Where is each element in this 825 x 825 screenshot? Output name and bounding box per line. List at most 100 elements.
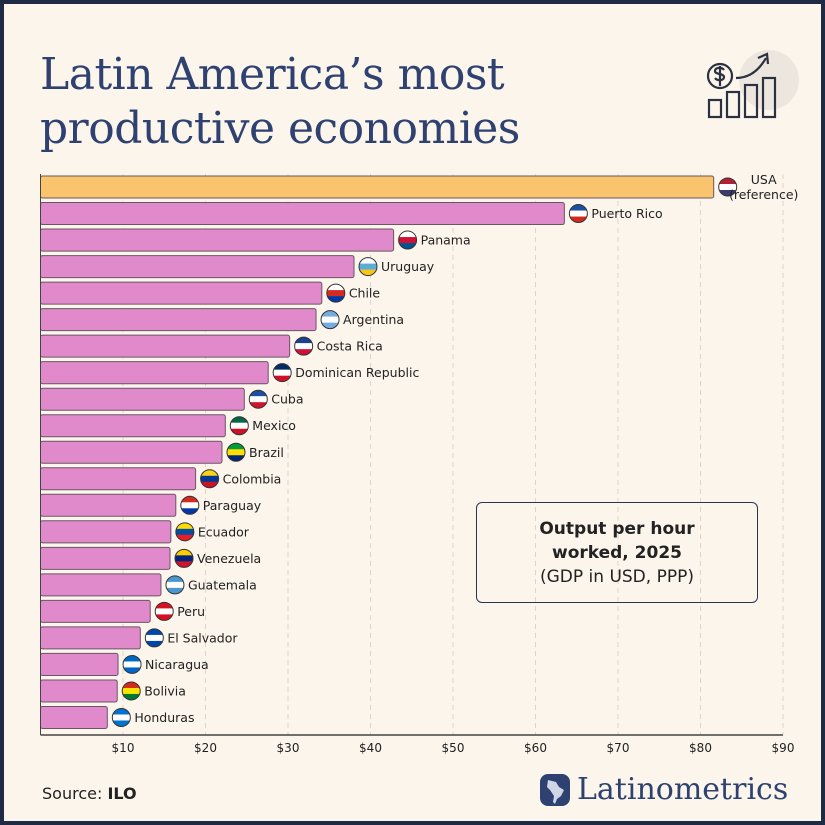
flag-outline bbox=[165, 575, 185, 595]
source-note: Source: ILO bbox=[42, 784, 137, 803]
country-label: Chile bbox=[349, 286, 381, 301]
bar bbox=[40, 679, 118, 703]
bar bbox=[40, 599, 151, 623]
country-label: Panama bbox=[421, 233, 471, 248]
flag-outline bbox=[111, 707, 131, 727]
flag-icon bbox=[326, 284, 345, 303]
x-tick-label: $10 bbox=[112, 741, 135, 755]
flag-outline bbox=[121, 681, 141, 701]
flag-outline bbox=[154, 601, 174, 621]
flag-outline bbox=[718, 177, 738, 197]
country-label: Guatemala bbox=[188, 577, 257, 592]
flag-outline bbox=[200, 469, 220, 489]
country-label: Costa Rica bbox=[317, 339, 383, 354]
flag-icon bbox=[112, 708, 131, 727]
flag-icon bbox=[122, 681, 141, 700]
flag-outline bbox=[180, 495, 200, 515]
bar-chart: $10 $20 $30 $40 $50 $60 $70 $80 $90 USA (reference… bbox=[40, 172, 798, 755]
flag-icon bbox=[123, 655, 142, 674]
flag-icon bbox=[145, 628, 164, 647]
flag-outline bbox=[174, 548, 194, 568]
country-label: El Salvador bbox=[167, 630, 238, 645]
country-label: Cuba bbox=[271, 392, 303, 407]
infographic: Latin America’s most productive economies… bbox=[4, 4, 821, 821]
flag-icon bbox=[569, 204, 588, 223]
bar bbox=[40, 652, 119, 676]
flag-icon bbox=[359, 257, 377, 276]
flag-icon bbox=[165, 575, 184, 594]
flag-outline bbox=[144, 628, 164, 648]
brand-name: Latinometrics bbox=[577, 772, 789, 807]
x-tick-label: $70 bbox=[607, 741, 630, 755]
bar bbox=[40, 493, 177, 517]
flag-outline bbox=[294, 336, 314, 356]
country-label: Brazil bbox=[249, 445, 284, 460]
flag-icon bbox=[180, 496, 199, 515]
flag-icon bbox=[294, 337, 313, 356]
country-label: Colombia bbox=[223, 471, 282, 486]
flag-icon bbox=[175, 549, 194, 568]
country-label: Bolivia bbox=[144, 683, 186, 698]
bar bbox=[40, 228, 395, 252]
bar bbox=[40, 520, 172, 544]
flag-outline bbox=[122, 654, 142, 674]
country-label: Ecuador bbox=[198, 524, 250, 539]
bar bbox=[40, 334, 291, 358]
x-tick-label: $50 bbox=[442, 741, 465, 755]
flag-outline bbox=[398, 230, 418, 250]
flag-outline bbox=[229, 416, 249, 436]
bar bbox=[40, 175, 715, 199]
flag-icon bbox=[249, 390, 268, 409]
flag-icon bbox=[718, 178, 737, 197]
x-tick-label: $80 bbox=[689, 741, 712, 755]
flag-icon bbox=[227, 443, 245, 462]
country-label: Paraguay bbox=[203, 498, 262, 513]
x-tick-label: $40 bbox=[359, 741, 382, 755]
bar bbox=[40, 414, 226, 438]
latin-america-map-icon bbox=[540, 773, 570, 806]
country-label: Nicaragua bbox=[145, 657, 209, 672]
bar bbox=[40, 361, 269, 385]
flag-icon bbox=[273, 363, 292, 382]
bar bbox=[40, 467, 197, 491]
flag-outline bbox=[326, 283, 346, 303]
country-label: Uruguay bbox=[381, 259, 435, 274]
flag-icon bbox=[321, 310, 340, 329]
bar bbox=[40, 308, 317, 332]
flag-icon bbox=[175, 522, 194, 541]
chart-legend-box: Output per hour worked, 2025 (GDP in USD… bbox=[476, 502, 758, 603]
country-label: USA (reference) bbox=[729, 172, 798, 202]
x-tick-label: $90 bbox=[772, 741, 795, 755]
bar bbox=[40, 573, 162, 597]
flag-icon bbox=[230, 416, 249, 435]
country-label: Peru bbox=[177, 604, 205, 619]
flag-outline bbox=[320, 310, 340, 330]
country-label: Argentina bbox=[343, 312, 404, 327]
x-tick-label: $60 bbox=[524, 741, 547, 755]
flag-icon bbox=[398, 231, 417, 250]
x-tick-label: $30 bbox=[277, 741, 300, 755]
bar bbox=[40, 546, 171, 570]
bar bbox=[40, 705, 108, 730]
page-title: Latin America’s most productive economies bbox=[40, 49, 520, 154]
flag-icon bbox=[200, 469, 219, 488]
country-label: Venezuela bbox=[197, 551, 261, 566]
flag-outline bbox=[226, 442, 246, 462]
flag-outline bbox=[175, 522, 195, 542]
flag-outline bbox=[272, 363, 292, 383]
country-label: Mexico bbox=[252, 418, 296, 433]
flag-outline bbox=[358, 257, 378, 277]
flag-outline bbox=[248, 389, 268, 409]
legend-line-2: worked, 2025 bbox=[551, 543, 682, 563]
bar bbox=[40, 626, 141, 650]
x-tick-label: $20 bbox=[194, 741, 217, 755]
bar bbox=[40, 387, 245, 411]
bar bbox=[40, 202, 565, 226]
brand-logo: Latinometrics bbox=[539, 772, 788, 807]
bar bbox=[40, 255, 355, 279]
bar bbox=[40, 440, 223, 464]
legend-line-3: (GDP in USD, PPP) bbox=[540, 567, 694, 587]
country-label: Dominican Republic bbox=[295, 365, 419, 380]
flag-icon bbox=[155, 602, 174, 621]
country-label: Honduras bbox=[134, 710, 194, 725]
